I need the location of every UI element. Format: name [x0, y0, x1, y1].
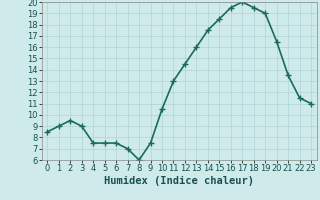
- X-axis label: Humidex (Indice chaleur): Humidex (Indice chaleur): [104, 176, 254, 186]
